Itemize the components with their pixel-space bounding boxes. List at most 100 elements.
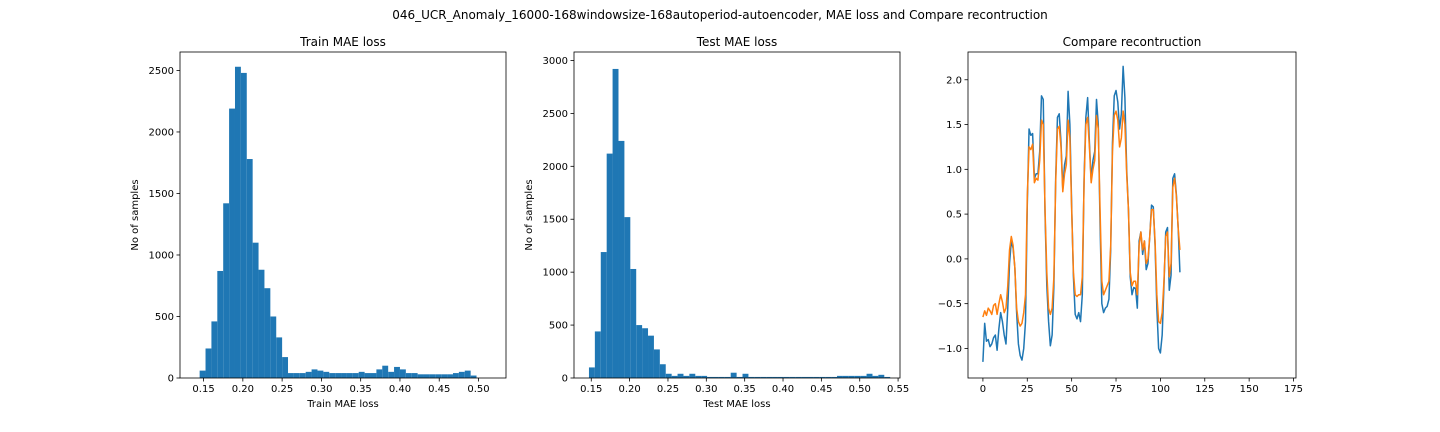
- histogram-bar: [399, 369, 406, 378]
- x-tick-label: 0.35: [350, 384, 372, 395]
- y-tick-label: 2500: [149, 66, 174, 77]
- train-mae-loss-histogram: 0.15 0.20 0.25 0.30 0.35 0.40 0.45 0.50 0 500 1000…: [130, 35, 507, 410]
- histogram-bar: [878, 374, 885, 378]
- histogram-bar: [252, 242, 259, 378]
- y-tick-label: 3000: [543, 56, 568, 67]
- histogram-bar: [299, 373, 306, 378]
- histogram-bar: [712, 376, 719, 378]
- histogram-bar: [695, 375, 702, 378]
- y-tick-label: 0.5: [946, 210, 962, 221]
- histogram-bar: [376, 369, 383, 378]
- histogram-bar: [429, 374, 436, 378]
- x-axis-label: Test MAE loss: [702, 399, 770, 410]
- histogram-bar: [772, 376, 778, 378]
- histogram-bar: [217, 270, 224, 378]
- histogram-bar: [352, 373, 359, 378]
- histogram-bar: [394, 366, 400, 378]
- histogram-bar: [364, 373, 371, 378]
- histogram-bar: [760, 376, 767, 378]
- histogram-bar: [665, 373, 672, 378]
- histogram-bar: [470, 375, 477, 378]
- figure-suptitle: 046_UCR_Anomaly_16000-168windowsize-168a…: [392, 8, 1048, 22]
- histogram-bar: [388, 371, 395, 378]
- histogram-bar: [612, 68, 619, 378]
- x-tick-label: 0.50: [849, 384, 871, 395]
- histogram-bar: [370, 373, 377, 378]
- x-tick-label: 0.45: [810, 384, 832, 395]
- x-tick-label: 0.25: [271, 384, 293, 395]
- x-tick-label: 0.55: [887, 384, 909, 395]
- histogram-bar: [264, 288, 271, 378]
- y-tick-label: 1500: [543, 215, 568, 226]
- histogram-bar: [205, 348, 212, 378]
- histogram-bar: [346, 373, 353, 378]
- y-tick-label: 0.0: [946, 254, 962, 265]
- histogram-bar: [293, 373, 300, 378]
- y-tick-label: 1000: [149, 250, 174, 261]
- histogram-bar: [866, 373, 873, 378]
- histogram-bar: [813, 376, 820, 378]
- histogram-bar: [441, 374, 448, 378]
- y-tick-label: 1500: [149, 189, 174, 200]
- y-tick-label: 2000: [543, 162, 568, 173]
- y-tick-label: 500: [155, 312, 174, 323]
- y-tick-label: 0: [168, 374, 174, 385]
- histogram-bar: [282, 357, 289, 378]
- histogram-bar: [435, 374, 442, 378]
- x-tick-label: 75: [1110, 384, 1123, 395]
- axes-frame: [179, 51, 507, 379]
- histogram-bar: [807, 376, 814, 378]
- x-tick-label: 25: [1021, 384, 1034, 395]
- axes-title: Test MAE loss: [696, 35, 778, 49]
- x-tick-label: 100: [1151, 384, 1170, 395]
- histogram-bar: [837, 375, 843, 378]
- histogram-bar: [199, 370, 206, 378]
- histogram-bar: [411, 373, 418, 378]
- histogram-bar: [335, 373, 342, 378]
- histogram-bar: [423, 374, 430, 378]
- y-tick-label: 1.0: [946, 165, 962, 176]
- histogram-bar: [417, 374, 424, 378]
- x-tick-label: 0.15: [192, 384, 214, 395]
- y-tick-label: 2000: [149, 127, 174, 138]
- x-tick-label: 0.50: [467, 384, 489, 395]
- histogram-bar: [819, 376, 826, 378]
- histogram-bar: [258, 269, 265, 378]
- x-tick-label: 0.20: [232, 384, 254, 395]
- histogram-bar: [270, 316, 277, 378]
- histogram-bar: [854, 375, 861, 378]
- histogram-bar: [211, 321, 218, 378]
- histogram-bar: [884, 376, 891, 378]
- x-tick-label: 0.25: [657, 384, 679, 395]
- histogram-bar: [618, 140, 625, 378]
- histogram-bar: [648, 335, 654, 378]
- histogram-bar: [736, 376, 743, 378]
- x-tick-label: 0.20: [618, 384, 640, 395]
- y-tick-label: 2.0: [946, 75, 962, 86]
- histogram-bar: [642, 328, 649, 378]
- x-tick-label: 0.40: [389, 384, 411, 395]
- y-tick-label: 500: [549, 321, 568, 332]
- x-tick-label: 150: [1240, 384, 1259, 395]
- axes-title: Train MAE loss: [299, 35, 386, 49]
- histogram-bar: [588, 367, 595, 378]
- x-tick-label: 50: [1065, 384, 1078, 395]
- y-axis-label: No of samples: [524, 179, 535, 250]
- histogram-bar: [689, 373, 696, 378]
- y-tick-label: 1000: [543, 268, 568, 279]
- x-tick-label: 0: [980, 384, 986, 395]
- histogram-bar: [754, 376, 761, 378]
- histogram-bar: [234, 66, 241, 378]
- histogram-bar: [382, 365, 389, 378]
- y-axis-label: No of samples: [130, 179, 141, 250]
- axes-title: Compare recontruction: [1063, 35, 1202, 49]
- histogram-bar: [718, 376, 725, 378]
- y-tick-label: −0.5: [938, 299, 962, 310]
- x-tick-label: 0.30: [310, 384, 332, 395]
- histogram-bar: [305, 371, 312, 378]
- histogram-bar: [683, 375, 690, 378]
- x-tick-label: 0.15: [580, 384, 602, 395]
- histogram-bar: [317, 370, 324, 378]
- histogram-bar: [724, 376, 731, 378]
